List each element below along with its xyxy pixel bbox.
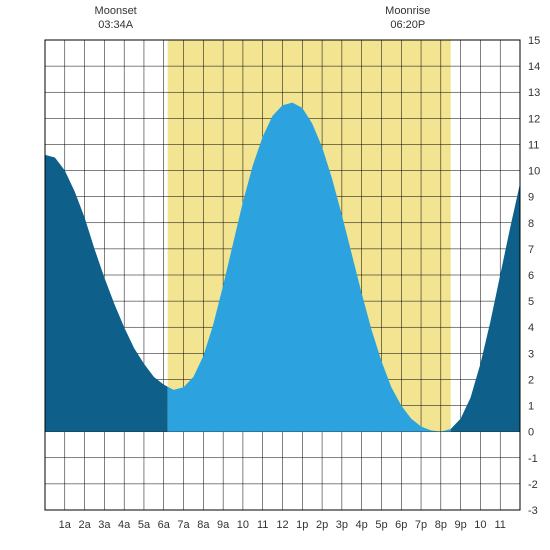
x-tick-label: 2a — [78, 519, 91, 531]
x-tick-label: 8a — [197, 519, 210, 531]
moonrise-label: Moonrise — [385, 5, 430, 17]
y-tick-label: 6 — [528, 270, 534, 282]
y-tick-label: 2 — [528, 374, 534, 386]
x-tick-label: 10 — [474, 519, 486, 531]
x-tick-label: 3p — [336, 519, 348, 531]
y-tick-label: 8 — [528, 218, 534, 230]
tide-chart: -3-2-101234567891011121314151a2a3a4a5a6a… — [0, 0, 550, 550]
x-tick-label: 6p — [395, 519, 407, 531]
y-tick-label: -2 — [528, 479, 538, 491]
x-tick-label: 8p — [435, 519, 447, 531]
y-tick-label: 4 — [528, 322, 534, 334]
x-tick-label: 4a — [118, 519, 131, 531]
x-tick-label: 3a — [98, 519, 111, 531]
x-tick-label: 11 — [257, 519, 268, 531]
x-tick-label: 12 — [276, 519, 288, 531]
x-tick-label: 9p — [455, 519, 467, 531]
y-tick-label: 10 — [528, 166, 540, 178]
x-tick-label: 7a — [177, 519, 190, 531]
moonset-label: Moonset — [95, 5, 137, 17]
y-tick-label: 11 — [528, 139, 539, 151]
y-tick-label: 1 — [528, 401, 534, 413]
y-tick-label: 3 — [528, 348, 534, 360]
y-tick-label: -3 — [528, 505, 538, 517]
x-tick-label: 4p — [356, 519, 368, 531]
y-tick-label: -1 — [528, 453, 538, 465]
x-tick-label: 6a — [158, 519, 171, 531]
y-tick-label: 9 — [528, 192, 534, 204]
x-tick-label: 2p — [316, 519, 328, 531]
x-tick-label: 10 — [237, 519, 249, 531]
x-tick-label: 7p — [415, 519, 427, 531]
y-tick-label: 7 — [528, 244, 534, 256]
y-tick-label: 12 — [528, 113, 540, 125]
y-tick-label: 13 — [528, 87, 540, 99]
x-tick-label: 11 — [494, 519, 505, 531]
y-tick-label: 15 — [528, 35, 540, 47]
x-tick-label: 5a — [138, 519, 151, 531]
y-tick-label: 0 — [528, 427, 534, 439]
y-tick-label: 5 — [528, 296, 534, 308]
moonrise-time: 06:20P — [390, 19, 425, 31]
moonset-time: 03:34A — [98, 19, 134, 31]
y-tick-label: 14 — [528, 61, 540, 73]
x-tick-label: 1p — [296, 519, 308, 531]
x-tick-label: 5p — [375, 519, 387, 531]
x-tick-label: 1a — [59, 519, 72, 531]
x-tick-label: 9a — [217, 519, 230, 531]
